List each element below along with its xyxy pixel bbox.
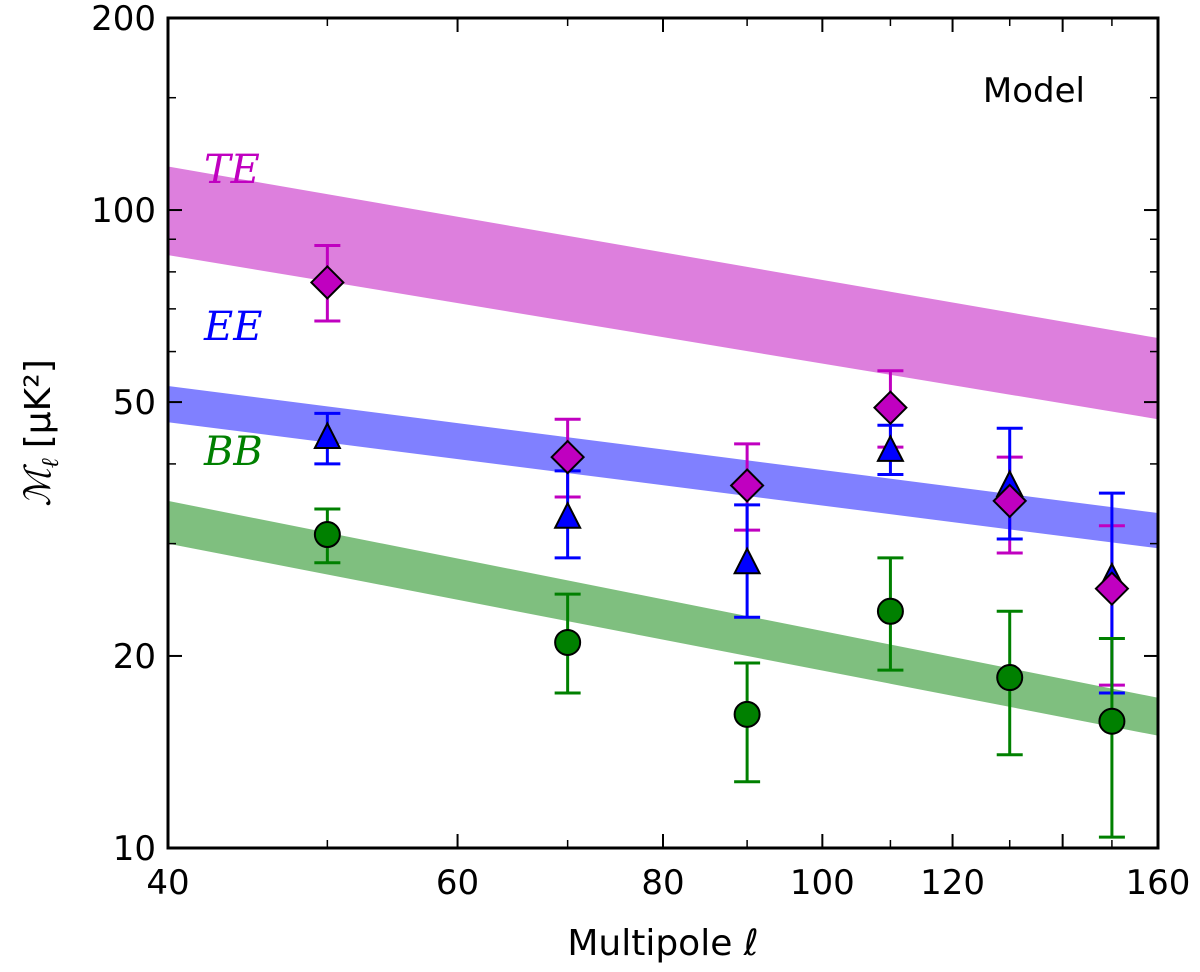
bands-layer [168,166,1158,736]
labels-layer: TE EE BB [203,147,263,475]
ticks-layer: 40 60 80 100 120 160 10 20 50 100 200 [91,0,1190,903]
model-annotation: Model [983,71,1085,111]
band-label-te: TE [204,147,260,193]
band-label-ee: EE [203,304,262,350]
band-label-bb: BB [203,429,263,475]
y-tick-label: 10 [113,829,156,869]
point-bb [996,664,1024,692]
y-tick-label: 100 [91,191,156,231]
x-tick-label: 80 [641,863,684,903]
point-te [729,468,765,503]
y-axis-title: ℳℓ [μK²] [18,359,64,507]
point-te [550,439,586,475]
point-te [992,483,1028,519]
y-axis-title-symbol: ℳ [18,464,59,507]
band-ee [168,385,1158,549]
point-te [1094,571,1130,607]
band-bb [168,500,1158,736]
y-axis-title-unit: [μK²] [18,359,59,448]
y-axis-title-subscript: ℓ [36,458,64,468]
y-tick-label: 20 [113,637,156,677]
x-axis-title: Multipole ℓ [567,923,758,964]
x-tick-label: 160 [1126,863,1191,903]
point-ee [553,501,582,529]
x-tick-label: 100 [790,863,855,903]
x-tick-label: 40 [146,863,189,903]
point-bb [733,700,761,728]
point-ee [313,421,342,450]
markers-layer [309,265,1130,735]
plot-frame [166,16,1160,850]
y-tick-label: 200 [91,0,156,39]
point-bb [554,628,582,656]
point-ee [876,434,905,462]
x-tick-label: 60 [436,863,479,903]
band-te [168,166,1158,420]
y-tick-label: 50 [113,383,156,423]
point-te [873,390,908,426]
point-te [309,265,345,300]
point-bb [1098,707,1126,735]
point-bb [313,521,341,549]
point-bb [876,597,904,625]
x-tick-label: 120 [920,863,985,903]
point-ee [732,546,762,575]
